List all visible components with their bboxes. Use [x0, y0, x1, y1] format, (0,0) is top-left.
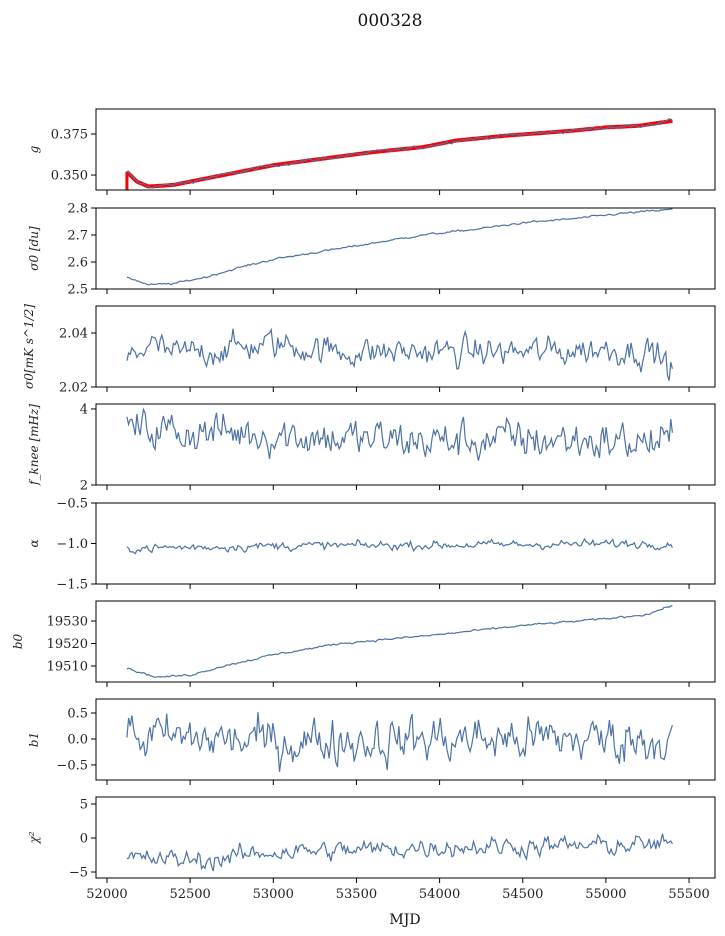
y-axis-label: χ²: [27, 831, 41, 844]
panel-frame-2: [95, 305, 716, 388]
series-line-7: [126, 833, 673, 872]
y-tick-label: −1.0: [56, 537, 88, 552]
y-tick-label: 19520: [47, 637, 88, 652]
panel-frame-5: [95, 600, 716, 683]
chart-title: 000328: [358, 11, 423, 31]
y-axis-label: σ0 [du]: [27, 226, 41, 271]
y-tick-label: 0.5: [67, 707, 88, 722]
y-tick-label: 19530: [47, 615, 88, 630]
y-axis-label: α: [27, 539, 41, 547]
series-line-5: [126, 605, 673, 678]
y-tick-label: 4: [80, 402, 88, 417]
y-tick-label: 0.350: [51, 169, 88, 184]
y-axis-label: g: [27, 145, 41, 153]
y-tick-label: −0.5: [56, 497, 88, 512]
series-line-6: [126, 712, 673, 772]
series-line-3: [126, 407, 673, 461]
series-line-2: [126, 327, 673, 381]
y-tick-label: 2.7: [67, 229, 88, 244]
panel-frame-6: [95, 698, 716, 781]
y-tick-label: 0: [80, 832, 88, 847]
y-tick-label: −0.5: [56, 758, 88, 773]
y-tick-label: 0.375: [51, 127, 88, 142]
y-tick-label: 2: [80, 479, 88, 494]
fit-line-red: [125, 118, 673, 189]
series-line-4: [126, 537, 673, 555]
x-tick-label: 55000: [585, 887, 626, 902]
y-tick-label: 2.5: [67, 283, 88, 298]
x-tick-label: 52000: [86, 887, 127, 902]
panel-frame-3: [95, 403, 716, 486]
y-tick-label: 19510: [47, 660, 88, 675]
series-line-0: [126, 118, 673, 189]
y-tick-label: 2.8: [67, 202, 88, 217]
x-tick-label: 55500: [668, 887, 709, 902]
panel-frame-7: [95, 796, 716, 879]
y-tick-label: −1.5: [56, 578, 88, 593]
y-axis-label: σ0[mK s^1/2]: [22, 304, 36, 389]
x-tick-label: 54500: [502, 887, 543, 902]
x-tick-label: 54000: [419, 887, 460, 902]
x-axis-label: MJD: [389, 912, 420, 928]
y-axis-label: b1: [27, 732, 41, 747]
y-tick-label: 0.0: [67, 732, 88, 747]
y-axis-label: f_knee [mHz]: [27, 404, 41, 486]
x-tick-label: 53500: [336, 887, 377, 902]
x-tick-label: 53000: [253, 887, 294, 902]
y-tick-label: 2.6: [67, 256, 88, 271]
y-axis-label: b0: [11, 633, 25, 649]
y-tick-label: 5: [80, 798, 88, 813]
panel-frame-1: [95, 207, 716, 290]
y-tick-label: −5: [69, 866, 88, 881]
x-tick-label: 52500: [169, 887, 210, 902]
y-tick-label: 2.04: [59, 327, 88, 342]
y-tick-label: 2.02: [59, 381, 88, 396]
series-line-1: [126, 208, 673, 286]
panel-frame-0: [95, 108, 716, 191]
